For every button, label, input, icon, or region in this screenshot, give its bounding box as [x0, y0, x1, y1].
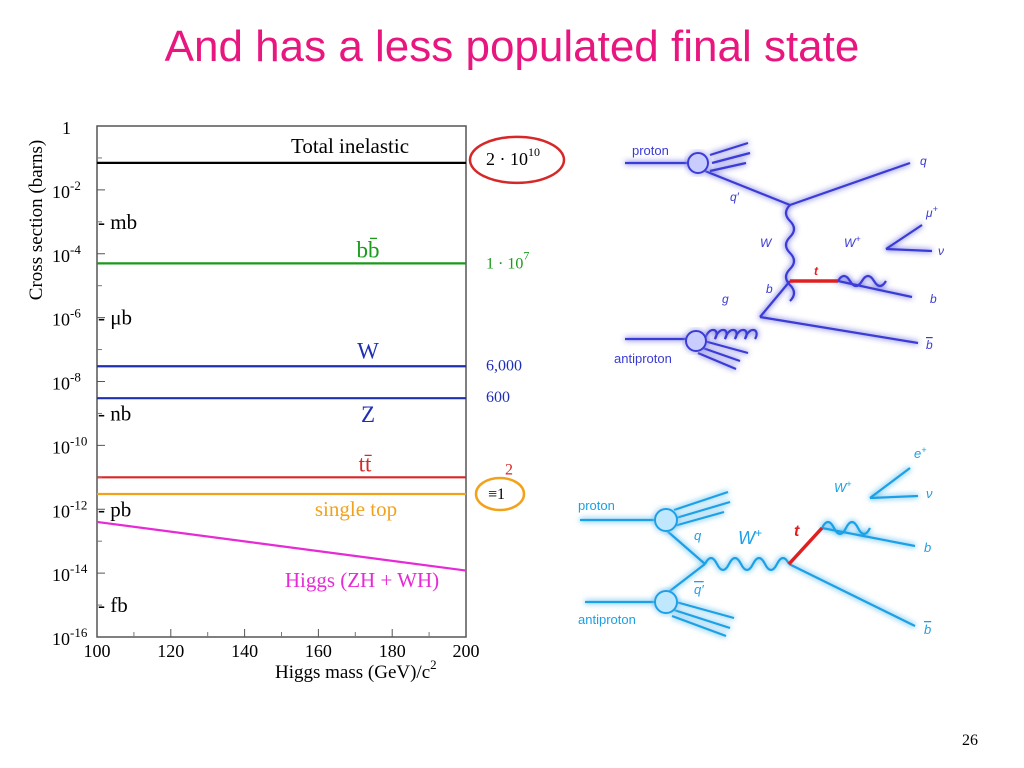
outgoing-q-line	[789, 161, 911, 207]
w-plus-line	[837, 274, 887, 288]
label-proton: proton	[632, 143, 669, 158]
unit-label-mb: - mb	[98, 210, 137, 234]
antiproton-remnant-2	[671, 600, 735, 638]
antiproton-blob	[685, 330, 707, 352]
rate-label-w: 6,000	[486, 357, 522, 374]
y-tick-label: 10-4	[52, 242, 81, 266]
label-e: e+	[914, 445, 927, 461]
y-tick-label: 1	[62, 118, 71, 138]
x-tick-label: 160	[305, 641, 332, 661]
unit-label-pb: - pb	[98, 497, 131, 521]
nu-line-2	[869, 494, 919, 500]
y-tick-label: 10-6	[52, 306, 81, 330]
rate-label-tt: 2	[505, 461, 513, 478]
series-name-z: Z	[361, 402, 375, 427]
series-name-higgs-zh-wh: Higgs (ZH + WH)	[285, 568, 439, 592]
y-tick-label: 10-10	[52, 433, 87, 457]
label-proton-2: proton	[578, 498, 615, 513]
x-tick-label: 180	[379, 641, 406, 661]
feynman-diagram-top: proton antiproton q q′ W t W+ μ+ ν b b g…	[614, 141, 944, 371]
w-boson-line	[784, 204, 796, 302]
e-line	[869, 467, 911, 499]
page-number: 26	[962, 732, 978, 749]
series-name-tt: tt̄	[359, 451, 372, 476]
label-b-out: b	[930, 292, 937, 306]
label-antiproton-2: antiproton	[578, 612, 636, 627]
antiproton-blob-2	[654, 590, 678, 614]
series-line-higgs-zh-wh	[96, 520, 467, 572]
feynman-diagram-bottom: proton antiproton q q′ W+ t W+ e+ ν b b	[578, 445, 933, 638]
proton-blob	[687, 152, 709, 174]
rate-label-total-inelastic: 2 · 1010	[486, 145, 540, 169]
unit-label-fb: - fb	[98, 593, 128, 617]
proton-remnant-2	[673, 490, 731, 528]
x-tick-label: 200	[453, 641, 480, 661]
mu-line	[885, 224, 923, 250]
b-in-line	[759, 280, 791, 318]
label-w-plus2: W+	[834, 479, 852, 495]
label-q-prime: q′	[730, 190, 740, 204]
proton-blob-2	[654, 508, 678, 532]
proton-remnant-lines	[709, 141, 751, 173]
plot-frame	[96, 125, 467, 638]
label-mu: μ+	[925, 204, 938, 220]
label-t: t	[814, 264, 819, 278]
x-tick-label: 120	[157, 641, 184, 661]
y-tick-label: 10-14	[52, 561, 88, 585]
label-w: W	[760, 236, 773, 250]
label-bbar-2: b	[924, 622, 931, 637]
label-b-2: b	[924, 540, 931, 555]
rate-label-bb: 1 · 107	[486, 248, 529, 272]
series-name-single-top: single top	[315, 497, 397, 521]
unit-label-nb: - nb	[98, 401, 131, 425]
label-bbar: b	[926, 338, 933, 352]
bbar-line	[759, 315, 919, 345]
antiproton-remnant-lines	[697, 339, 749, 371]
w-plus2-line	[821, 520, 871, 536]
series-name-bb: bb̄	[357, 237, 380, 262]
y-tick-label: 10-16	[52, 625, 88, 649]
rate-label-single-top: ≡1	[488, 486, 505, 503]
x-axis-label: Higgs mass (GeV)/c2	[275, 657, 437, 683]
series-name-total-inelastic: Total inelastic	[291, 134, 409, 158]
label-g: g	[722, 292, 729, 306]
label-nu: ν	[938, 244, 944, 258]
label-w-plus-2: W+	[738, 526, 762, 548]
q-line-2	[665, 529, 706, 565]
label-q-out: q	[920, 154, 927, 168]
top-quark-line-2	[787, 526, 824, 566]
series-name-w: W	[357, 338, 379, 363]
y-axis-label: Cross section (barns)	[26, 140, 47, 300]
unit-label-b: - μb	[98, 306, 132, 330]
w-plus-line-2	[704, 556, 790, 572]
label-qbar-2: q′	[694, 582, 704, 597]
label-q-2: q	[694, 528, 702, 543]
label-nu-2: ν	[926, 486, 933, 501]
gluon-line	[703, 328, 758, 340]
label-b-in: b	[766, 282, 773, 296]
slide-title: And has a less populated final state	[164, 22, 860, 71]
y-tick-label: 10-2	[52, 178, 81, 202]
label-antiproton: antiproton	[614, 351, 672, 366]
rate-highlight-total-inelastic	[468, 135, 566, 185]
rate-label-z: 600	[486, 389, 510, 406]
label-w-plus: W+	[844, 234, 861, 250]
y-tick-label: 10-12	[52, 497, 87, 521]
y-tick-label: 10-8	[52, 370, 81, 394]
b-line-2	[821, 526, 916, 548]
bbar-line-2	[788, 563, 916, 627]
qbar-line-2	[665, 563, 706, 595]
nu-line	[885, 247, 933, 253]
b-line	[837, 279, 913, 299]
rate-highlight-single-top	[474, 476, 526, 512]
x-tick-label: 100	[84, 641, 111, 661]
q-prime-line	[704, 169, 791, 207]
label-t-2: t	[794, 523, 800, 540]
x-tick-label: 140	[231, 641, 258, 661]
